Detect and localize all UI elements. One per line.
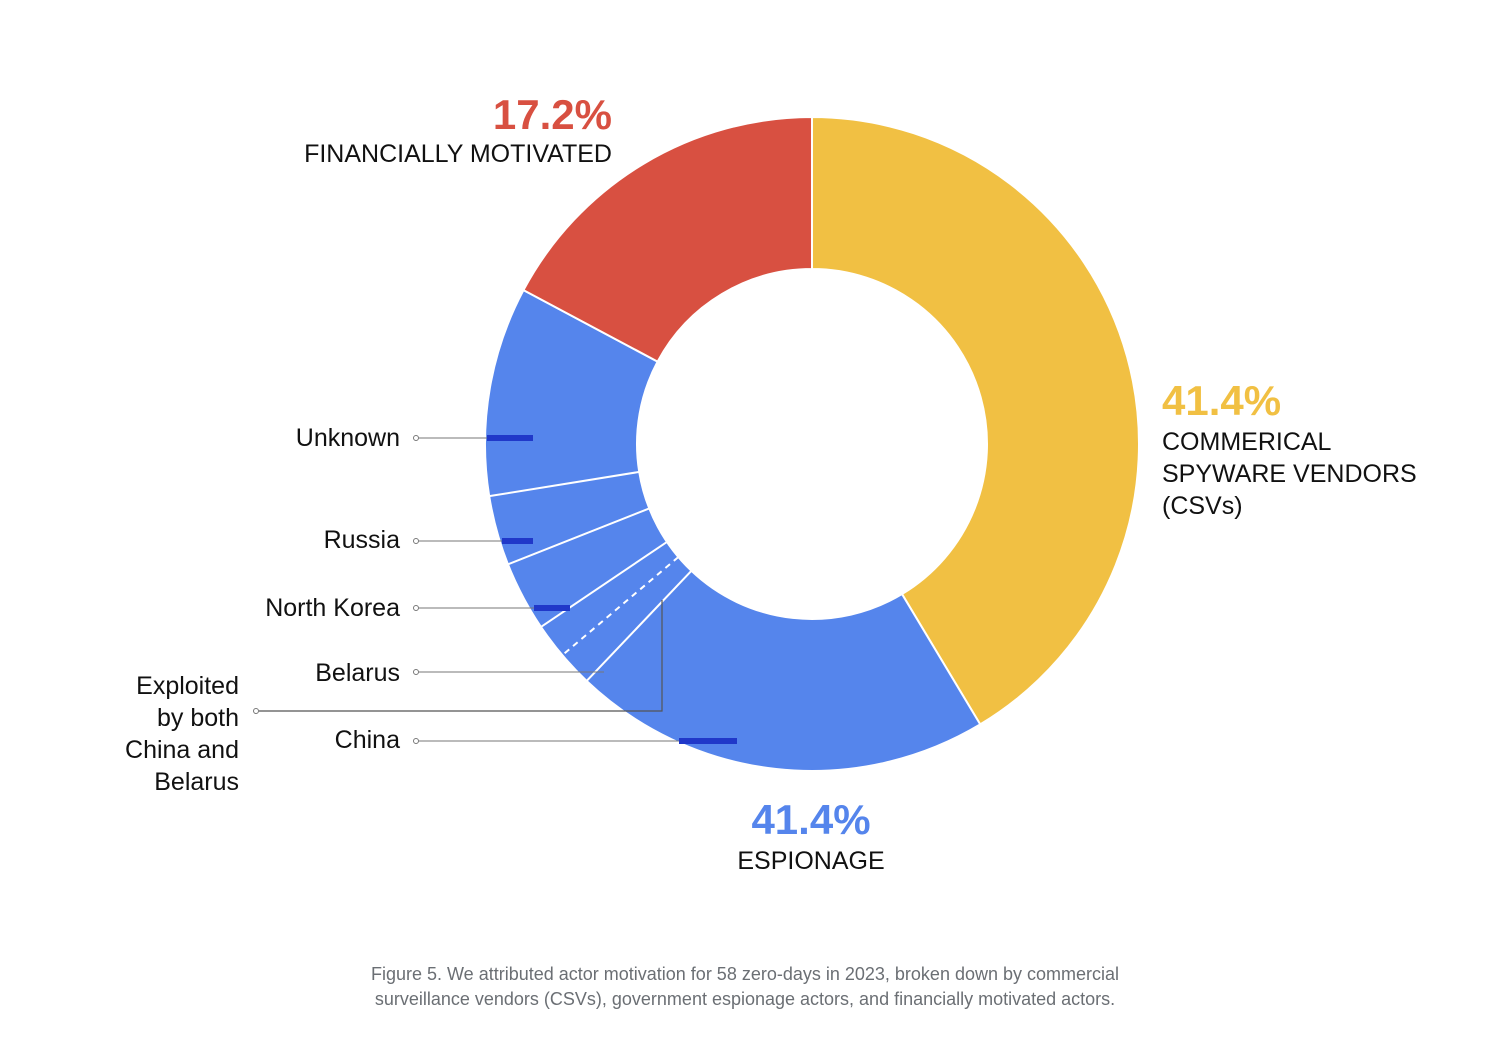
leader-dot (413, 738, 419, 744)
espionage-boundary-line (489, 470, 640, 498)
north-korea-label: North Korea (265, 594, 400, 622)
donut-chart: 17.2% FINANCIALLY MOTIVATED 41.4% COMMER… (125, 91, 1417, 875)
financial-percent-label: 17.2% (493, 91, 612, 138)
espionage-boundary-line (585, 570, 693, 682)
both-label-line-2: by both (157, 704, 239, 732)
leader-dot (413, 669, 419, 675)
slices-layer (484, 115, 1140, 772)
csv-category-label-line-2: SPYWARE VENDORS (1162, 460, 1417, 488)
csv-percent-label: 41.4% (1162, 377, 1281, 424)
russia-label: Russia (324, 526, 401, 554)
both-label-line-3: China and (125, 736, 239, 764)
espionage-sub-slices (489, 470, 693, 682)
caption-line-2: surveillance vendors (CSVs), government … (374, 989, 1116, 1009)
both-label-line-4: Belarus (154, 768, 239, 796)
leader-lines (253, 435, 737, 744)
leader-dot (413, 435, 419, 441)
espionage-percent-label: 41.4% (751, 796, 870, 843)
leader-dot (413, 538, 419, 544)
csv-category-label-line-1: COMMERICAL (1162, 428, 1332, 456)
leader-dot (413, 605, 419, 611)
espionage-boundary-line (540, 541, 668, 628)
belarus-label: Belarus (315, 659, 400, 687)
espionage-category-label: ESPIONAGE (737, 847, 884, 875)
slice-commercial-spyware-vendors (811, 115, 1140, 726)
unknown-label: Unknown (296, 424, 400, 452)
caption-line-1: Figure 5. We attributed actor motivation… (370, 964, 1120, 984)
espionage-boundary-line (561, 556, 680, 656)
leader-dot (253, 708, 259, 714)
financial-category-label: FINANCIALLY MOTIVATED (304, 140, 612, 168)
slice-financially-motivated (522, 115, 813, 363)
china-label: China (335, 726, 400, 754)
leader-line-shared (259, 600, 663, 712)
csv-category-label-line-3: (CSVs) (1162, 492, 1243, 520)
both-label-line-1: Exploited (136, 672, 239, 700)
figure-caption: Figure 5. We attributed actor motivation… (0, 962, 1490, 1012)
espionage-boundary-line (507, 507, 650, 566)
slice-espionage (484, 288, 982, 772)
